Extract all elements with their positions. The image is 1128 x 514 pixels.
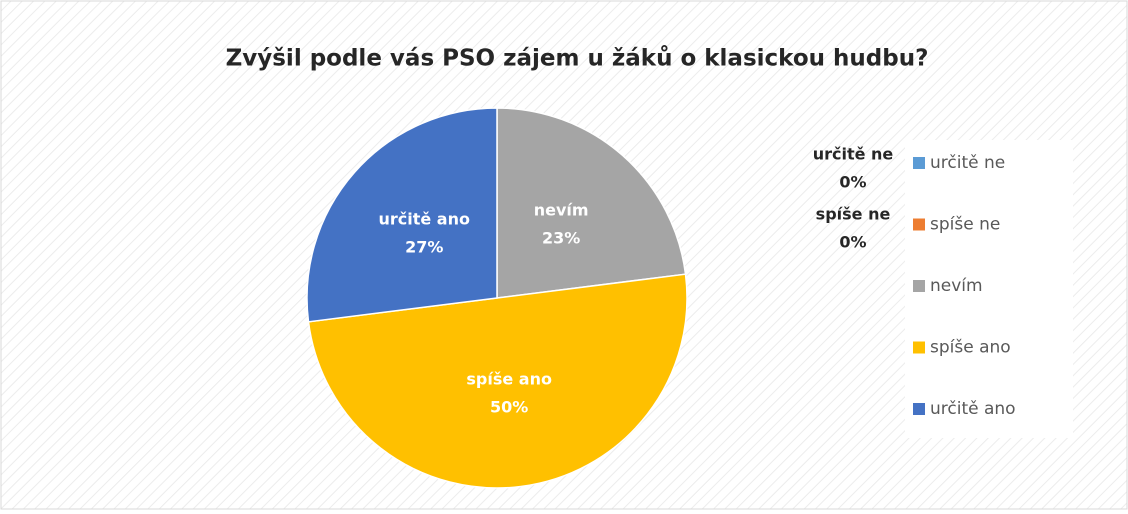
data-label-value: 50%	[490, 398, 528, 417]
data-label-value: 27%	[405, 237, 443, 256]
legend-label: spíše ano	[930, 338, 1011, 358]
legend-swatch	[913, 157, 925, 169]
legend-box	[905, 140, 1073, 438]
data-label-name: spíše ano	[466, 370, 552, 389]
pie-slice	[496, 107, 687, 299]
data-label-value: 0%	[839, 233, 866, 252]
legend-swatch	[913, 403, 925, 415]
legend-label: spíše ne	[930, 215, 1000, 235]
data-label-name: spíše ne	[816, 205, 891, 224]
data-label-value: 0%	[839, 173, 866, 192]
legend-swatch	[913, 218, 925, 231]
legend-label: určitě ne	[930, 153, 1005, 173]
legend-label: určitě ano	[930, 399, 1016, 419]
data-label-name: určitě ano	[378, 209, 470, 228]
pie-slice	[306, 107, 498, 323]
legend-swatch	[913, 341, 925, 354]
data-label-name: určitě ne	[813, 145, 894, 164]
data-label-value: 23%	[542, 229, 580, 248]
data-label-name: nevím	[534, 201, 589, 220]
legend-swatch	[913, 280, 925, 292]
chart-title: Zvýšil podle vás PSO zájem u žáků o klas…	[226, 45, 929, 72]
pie-slice	[307, 273, 688, 489]
legend-label: nevím	[930, 276, 983, 296]
